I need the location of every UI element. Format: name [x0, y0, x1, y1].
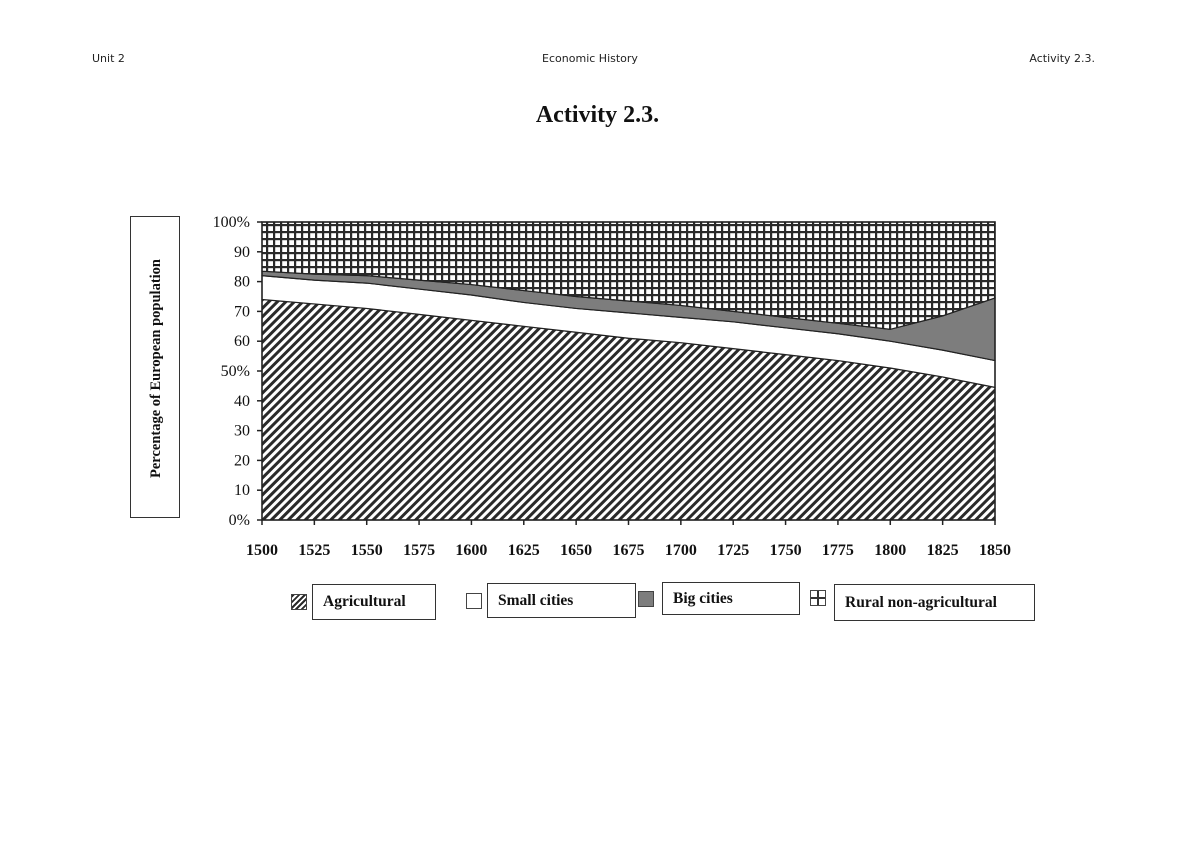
legend-label: Big cities [662, 582, 800, 615]
x-tick-label: 1575 [403, 542, 435, 559]
x-tick-label: 1550 [351, 542, 383, 559]
gray-swatch-icon [638, 590, 654, 607]
legend-item-rural-non-agricultural: Rural non-agricultural [810, 584, 1035, 621]
y-tick-label: 50% [221, 363, 250, 380]
x-tick-label: 1725 [717, 542, 749, 559]
x-tick-label: 1750 [770, 542, 802, 559]
legend-label: Small cities [487, 583, 636, 618]
y-tick-label: 100% [213, 214, 250, 231]
y-tick-label: 40 [234, 393, 250, 410]
y-tick-label: 30 [234, 423, 250, 440]
diagonal-hatch-swatch-icon [291, 594, 307, 610]
crosshatch-swatch-icon [810, 589, 826, 606]
x-tick-label: 1800 [874, 542, 906, 559]
x-tick-label: 1600 [455, 542, 487, 559]
x-tick-label: 1625 [508, 542, 540, 559]
legend-item-agricultural: Agricultural [291, 584, 436, 620]
legend-label: Agricultural [312, 584, 436, 620]
white-swatch-icon [466, 592, 482, 609]
legend-label: Rural non-agricultural [834, 584, 1035, 621]
legend-item-big-cities: Big cities [638, 582, 800, 615]
legend-item-small-cities: Small cities [466, 583, 636, 618]
x-tick-label: 1675 [613, 542, 645, 559]
x-tick-label: 1700 [665, 542, 697, 559]
y-tick-label: 80 [234, 274, 250, 291]
y-tick-label: 70 [234, 303, 250, 320]
page-title: Activity 2.3. [535, 102, 660, 128]
x-tick-label: 1650 [560, 542, 592, 559]
header-unit: Unit 2 [92, 52, 125, 65]
y-tick-label: 10 [234, 482, 250, 499]
header-activity: Activity 2.3. [1029, 52, 1095, 65]
x-tick-label: 1850 [979, 542, 1011, 559]
x-tick-label: 1500 [246, 542, 278, 559]
y-tick-label: 90 [234, 244, 250, 261]
y-tick-label: 20 [234, 452, 250, 469]
x-tick-label: 1525 [298, 542, 330, 559]
y-tick-label: 60 [234, 333, 250, 350]
x-tick-label: 1775 [822, 542, 854, 559]
y-axis-label-box: Percentage of European population [130, 216, 180, 518]
header-course: Economic History [542, 52, 638, 65]
x-tick-label: 1825 [927, 542, 959, 559]
y-tick-label: 0% [229, 512, 250, 529]
chart-areas [261, 221, 996, 521]
chart-axes: 0% 10 20 30 40 50% 60 70 80 90 100% 1500 1525 1550 157… [213, 214, 1011, 559]
